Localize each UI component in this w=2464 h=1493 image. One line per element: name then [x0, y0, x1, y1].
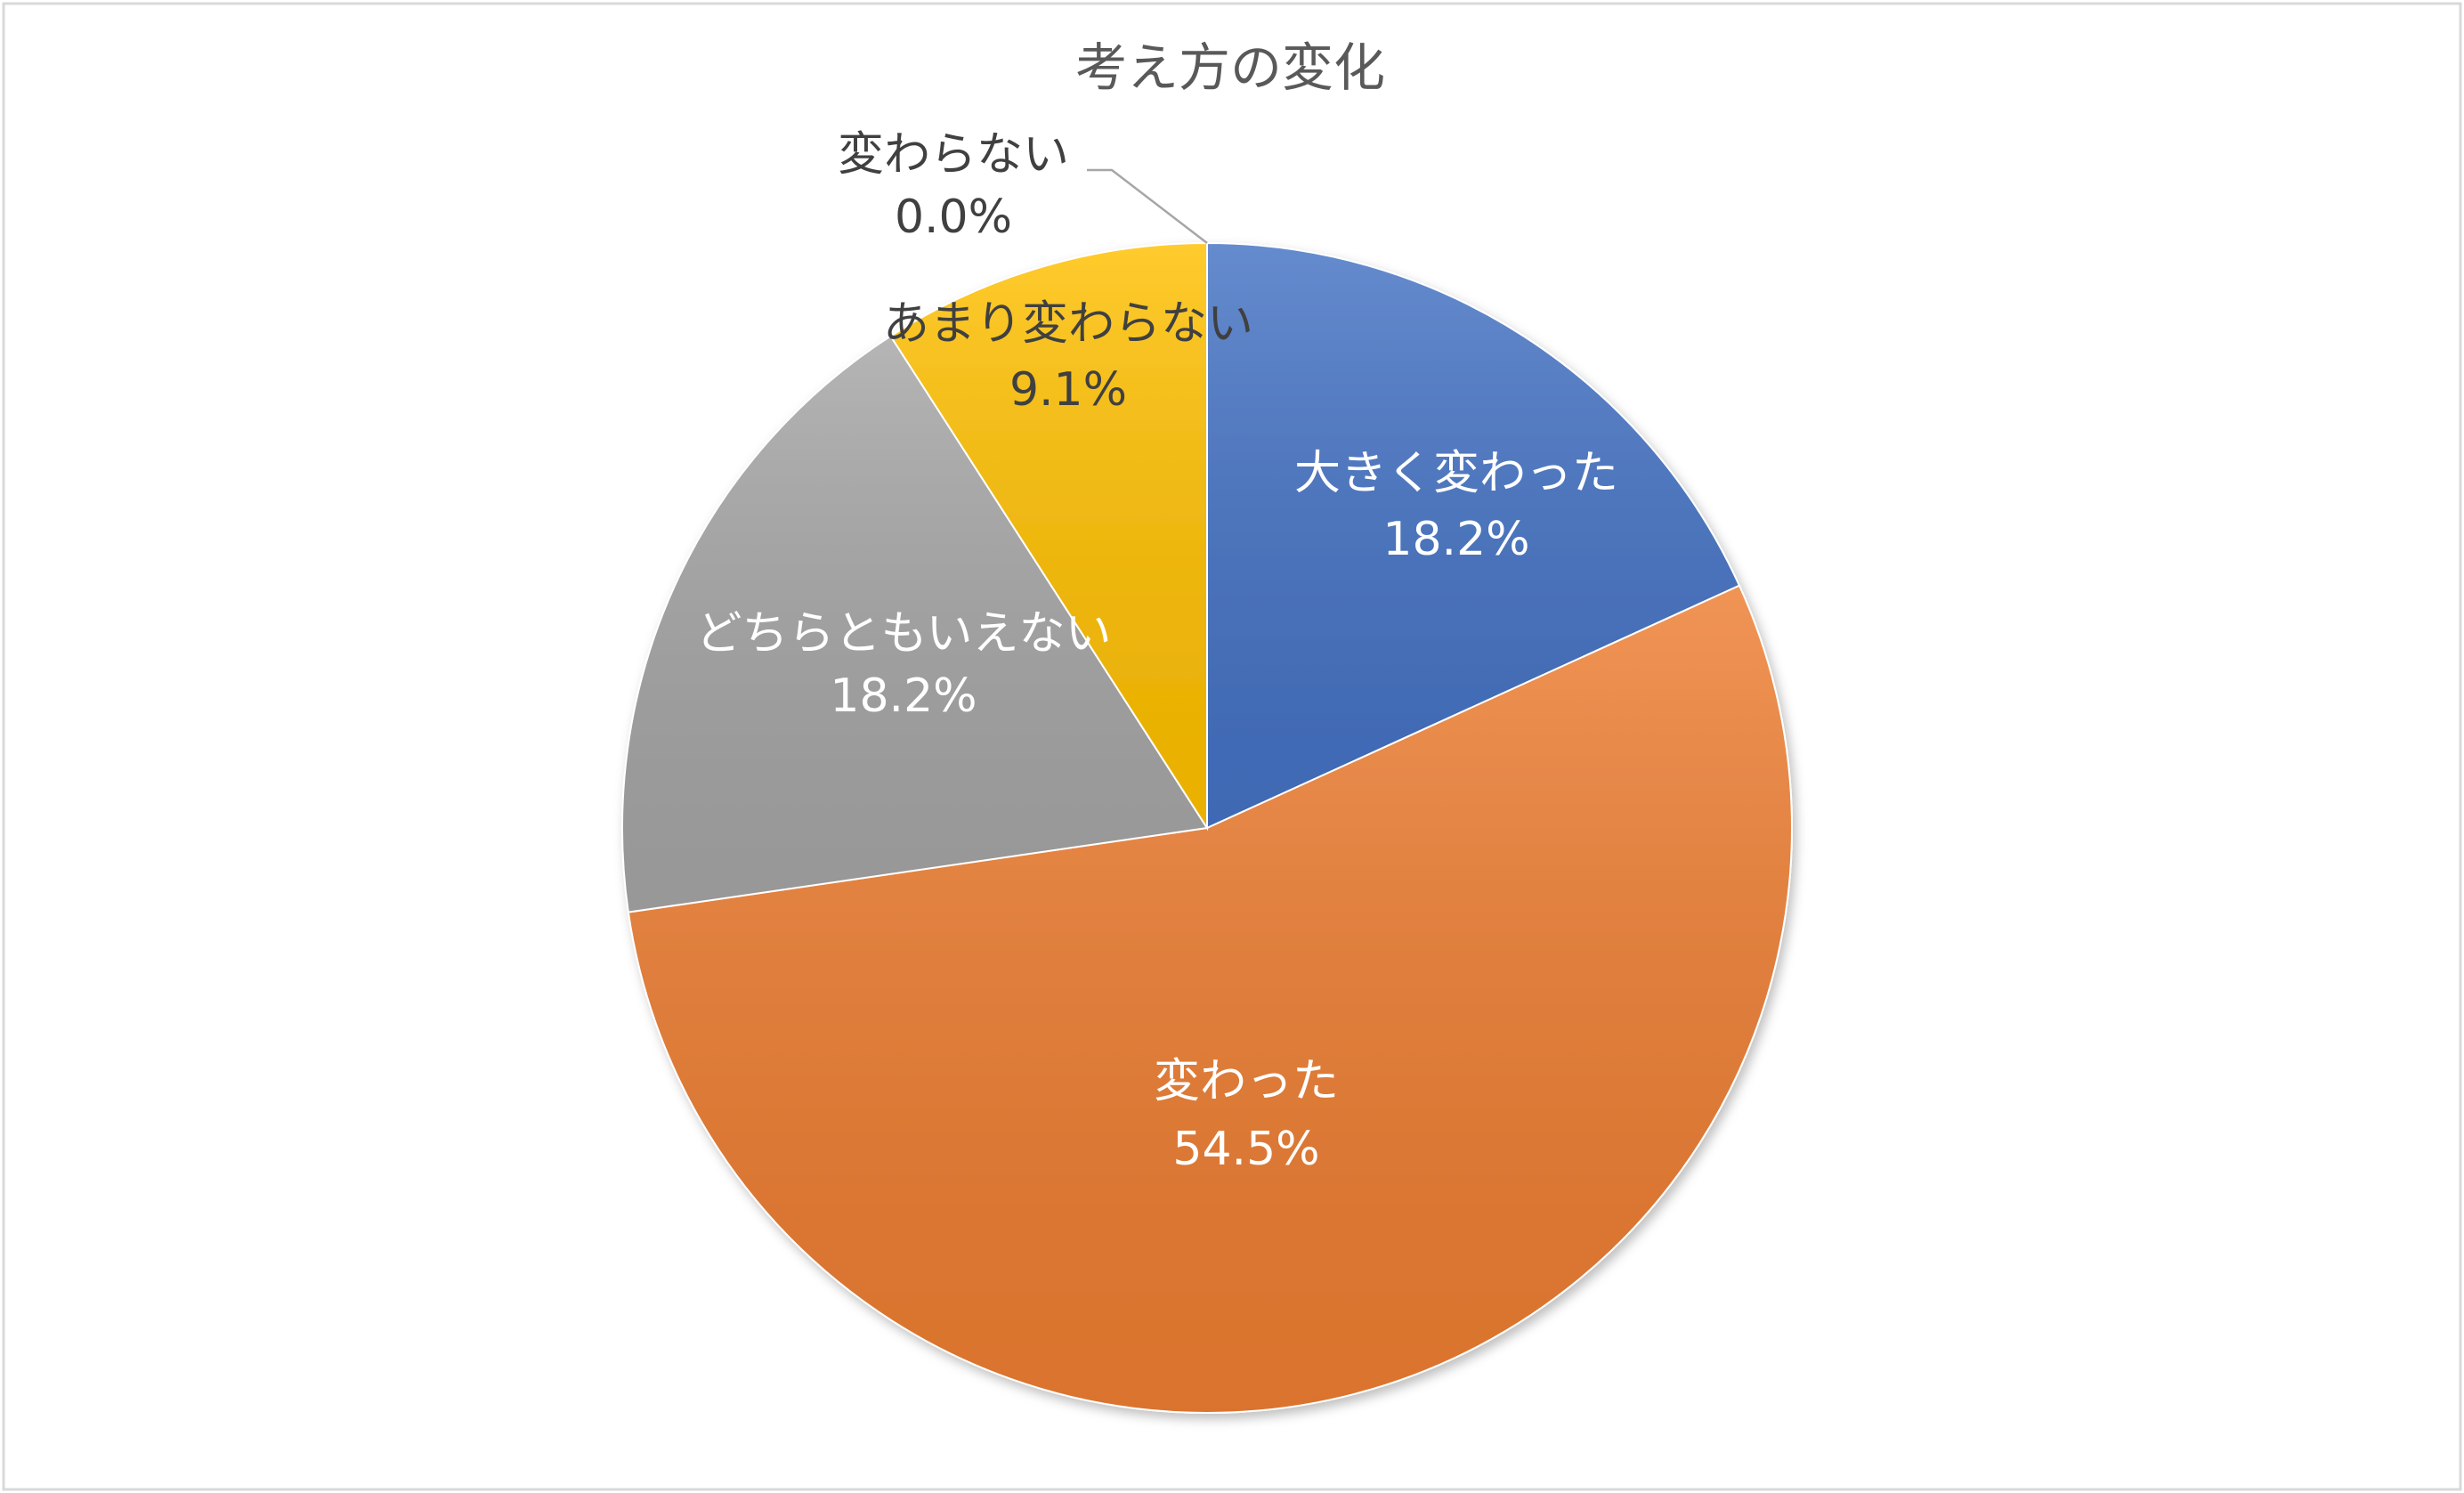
- slice-shade: [1206, 241, 1741, 830]
- slice-label: 変わらない: [838, 128, 1069, 182]
- slice-label: どちらともいえない: [696, 607, 1112, 661]
- slice-value-label: 9.1%: [1009, 363, 1127, 417]
- slice-value-label: 18.2%: [830, 669, 977, 723]
- slice-label: あまり変わらない: [883, 297, 1253, 351]
- slice-label: 変わった: [1154, 1055, 1339, 1108]
- pie: [621, 241, 1793, 1414]
- slice-label: 大きく変わった: [1294, 447, 1618, 500]
- slice-shade: [627, 584, 1793, 1414]
- slice-shade: [621, 335, 1209, 913]
- slice-value-label: 0.0%: [895, 191, 1012, 244]
- chart-title: 考え方の変化: [1075, 37, 1385, 98]
- slice-shade: [889, 241, 1208, 832]
- slice-value-label: 18.2%: [1382, 513, 1529, 566]
- leader-line: [1087, 168, 1208, 244]
- slice-value-label: 54.5%: [1172, 1123, 1319, 1176]
